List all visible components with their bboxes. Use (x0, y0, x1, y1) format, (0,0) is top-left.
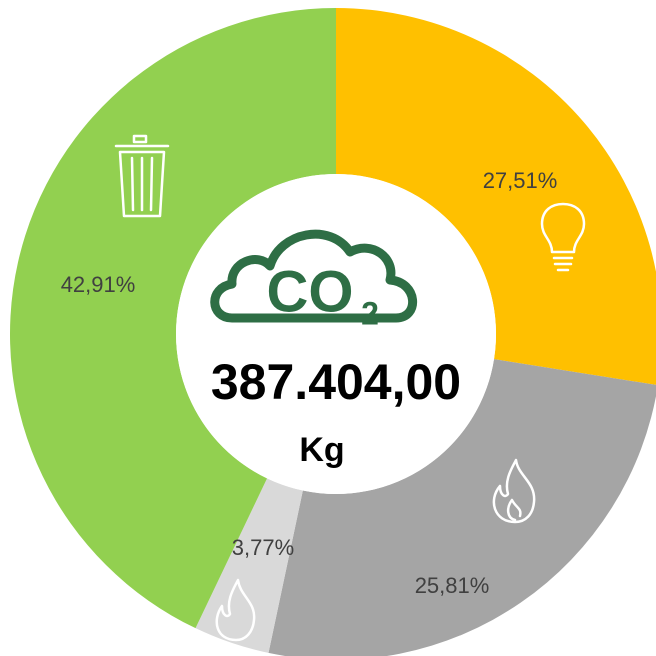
center-value: 387.404,00 (211, 354, 461, 410)
data-label: 42,91% (61, 272, 136, 297)
center-unit: Kg (299, 431, 344, 469)
donut-segment (268, 359, 656, 656)
data-label: 27,51% (483, 168, 558, 193)
trash-icon (114, 134, 170, 218)
bulb-icon (540, 202, 586, 272)
cloud-icon (210, 229, 417, 323)
data-label: 3,77% (232, 535, 294, 560)
flame-icon (492, 458, 536, 524)
co2-subscript: 2 (361, 295, 379, 331)
donut-hole (176, 174, 496, 494)
data-label: 25,81% (415, 573, 490, 598)
donut (10, 7, 656, 656)
flame-icon-small (215, 578, 256, 642)
co2-text: CO (267, 259, 354, 324)
donut-segment (336, 8, 656, 385)
donut-segment (10, 7, 336, 629)
